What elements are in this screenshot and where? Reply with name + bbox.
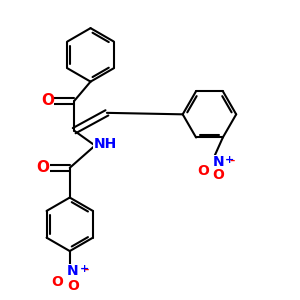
- Text: -: -: [83, 262, 89, 277]
- Text: O: O: [198, 164, 209, 178]
- Text: -: -: [229, 153, 235, 168]
- Text: O: O: [41, 94, 54, 109]
- Text: O: O: [37, 160, 50, 175]
- Text: O: O: [212, 168, 224, 182]
- Text: +: +: [225, 154, 234, 164]
- Text: NH: NH: [94, 137, 117, 151]
- Text: +: +: [80, 264, 88, 274]
- Text: N: N: [67, 264, 79, 278]
- Text: O: O: [67, 279, 79, 293]
- Text: O: O: [51, 275, 63, 289]
- Text: N: N: [212, 155, 224, 169]
